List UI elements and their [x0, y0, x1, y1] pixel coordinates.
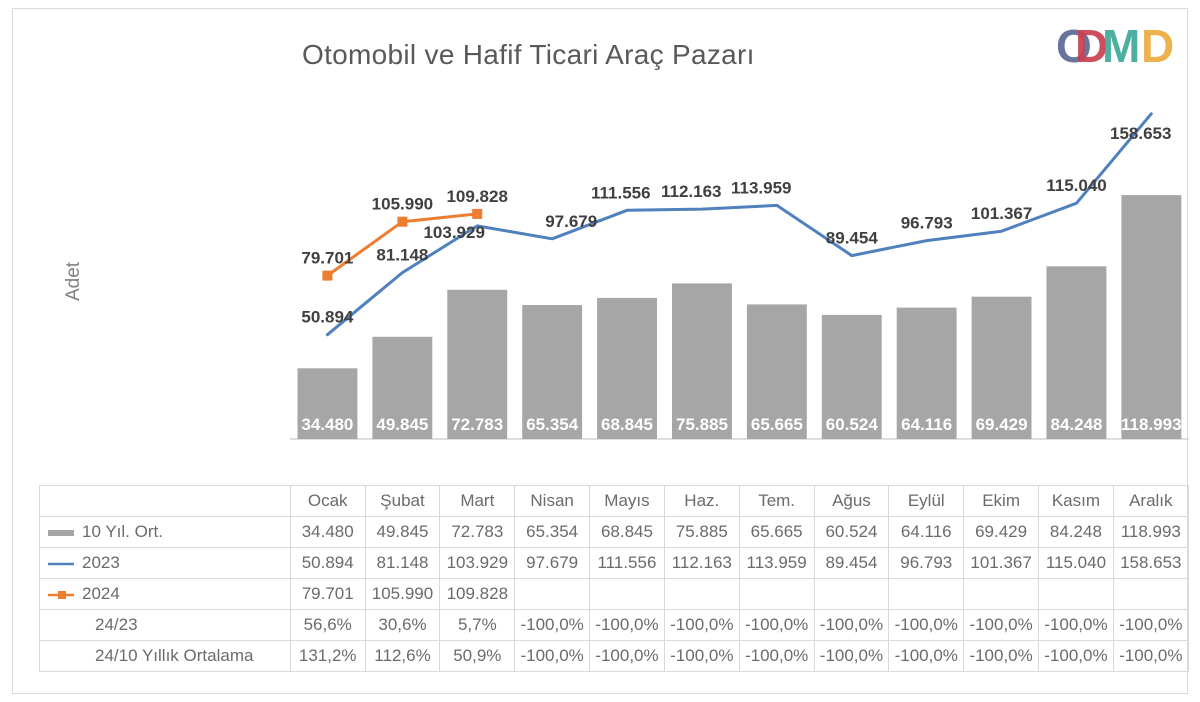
svg-text:112.163: 112.163: [661, 182, 722, 201]
svg-text:105.990: 105.990: [372, 195, 433, 214]
svg-text:97.679: 97.679: [545, 212, 597, 231]
svg-text:115.040: 115.040: [1046, 176, 1107, 195]
svg-text:81.148: 81.148: [376, 246, 428, 265]
svg-text:65.665: 65.665: [751, 415, 803, 434]
svg-text:111.556: 111.556: [591, 183, 651, 202]
svg-text:113.959: 113.959: [731, 178, 792, 197]
svg-text:64.116: 64.116: [901, 415, 952, 434]
svg-text:103.929: 103.929: [423, 223, 484, 242]
svg-text:65.354: 65.354: [526, 415, 579, 434]
svg-text:109.828: 109.828: [446, 187, 507, 206]
svg-text:49.845: 49.845: [376, 415, 428, 434]
svg-text:96.793: 96.793: [901, 214, 953, 233]
svg-text:69.429: 69.429: [976, 415, 1028, 434]
svg-text:89.454: 89.454: [826, 229, 879, 248]
svg-text:158.653: 158.653: [1110, 124, 1171, 143]
svg-text:68.845: 68.845: [601, 415, 653, 434]
svg-text:84.248: 84.248: [1051, 415, 1103, 434]
svg-text:50.894: 50.894: [301, 308, 354, 327]
svg-text:75.885: 75.885: [676, 415, 728, 434]
svg-text:60.524: 60.524: [826, 415, 879, 434]
svg-text:101.367: 101.367: [971, 204, 1032, 223]
svg-text:79.701: 79.701: [301, 249, 353, 268]
svg-text:34.480: 34.480: [301, 415, 353, 434]
svg-text:118.993: 118.993: [1121, 415, 1182, 434]
svg-text:72.783: 72.783: [451, 415, 503, 434]
